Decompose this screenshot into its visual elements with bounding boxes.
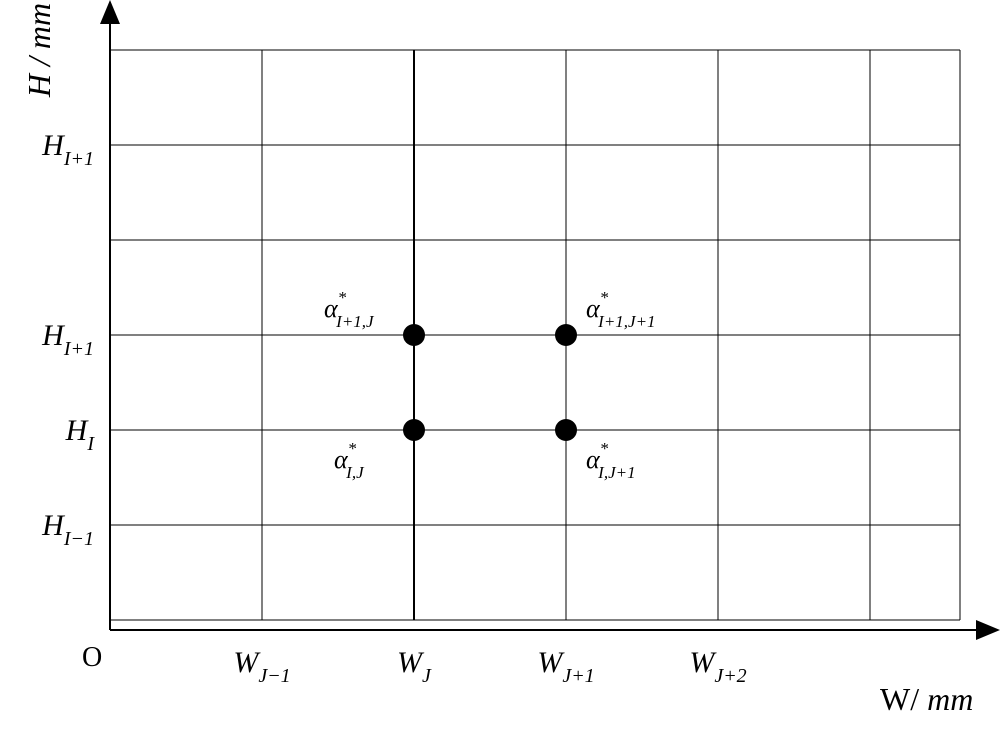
data-point [403,419,425,441]
y-axis-label: H / mm [21,3,57,98]
diagram-container: OH / mmW/ mmWJ−1WJWJ+1WJ+2HI+1HI+1HIHI−1… [0,0,1000,735]
data-point [555,419,577,441]
plot-background [0,0,1000,735]
data-point [555,324,577,346]
origin-label: O [82,642,102,673]
x-axis-label: W/ mm [880,681,973,717]
diagram-svg: OH / mmW/ mmWJ−1WJWJ+1WJ+2HI+1HI+1HIHI−1… [0,0,1000,735]
data-point [403,324,425,346]
